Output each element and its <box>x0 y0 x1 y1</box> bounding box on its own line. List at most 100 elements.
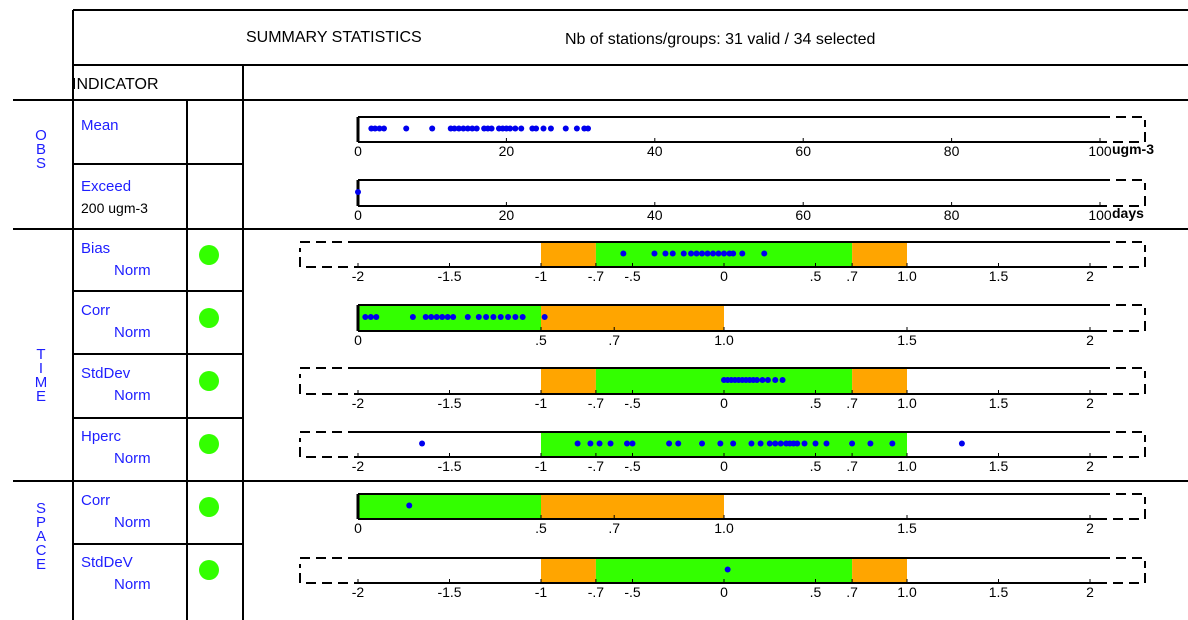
data-point <box>451 125 458 132</box>
chart-tick-label: 2 <box>1086 268 1094 284</box>
chart-tick-label: .7 <box>846 268 858 284</box>
zone-band-orange <box>541 368 596 394</box>
indicator-name: Corr <box>81 302 111 319</box>
data-point <box>512 125 519 132</box>
data-point <box>512 314 519 320</box>
data-point <box>419 440 426 447</box>
chart-tick-label: 0 <box>720 458 728 474</box>
chart-overflow-left <box>299 557 358 584</box>
indicator-chart: -2 -1.5 -1 -.7 -.5 0 .5 .7 1.0 1.5 2 <box>299 557 1146 600</box>
data-point <box>739 250 746 257</box>
chart-tick-label: -.5 <box>624 458 641 474</box>
data-point <box>666 440 673 447</box>
zone-band-orange <box>852 558 907 583</box>
chart-tick-label: .5 <box>810 268 822 284</box>
chart-tick-label: 100 <box>1088 143 1112 159</box>
zone-band-orange <box>541 242 596 267</box>
data-point <box>547 125 554 132</box>
data-point <box>587 440 594 447</box>
chart-tick-label: .5 <box>535 520 547 536</box>
chart-overflow-left <box>299 241 358 268</box>
status-indicator-icon <box>199 245 219 265</box>
indicator-name: StdDev <box>81 365 131 382</box>
data-point <box>460 125 467 132</box>
chart-tick-label: 40 <box>647 143 663 159</box>
data-point <box>867 440 874 447</box>
indicator-norm-label: Norm <box>114 387 151 404</box>
chart-tick-label: 80 <box>944 207 960 223</box>
data-point <box>730 250 737 257</box>
data-point <box>439 314 446 320</box>
data-point <box>450 314 457 320</box>
chart-tick-label: 1.5 <box>989 458 1009 474</box>
chart-tick-label: -1 <box>535 395 548 411</box>
data-point <box>464 314 471 320</box>
chart-overflow-right <box>1100 367 1146 395</box>
data-point <box>699 440 706 447</box>
chart-tick-label: 2 <box>1086 520 1094 536</box>
chart-tick-label: 2 <box>1086 332 1094 348</box>
data-point <box>475 314 482 320</box>
status-indicator-icon <box>199 371 219 391</box>
data-point <box>505 314 512 320</box>
chart-tick-label: 0 <box>354 143 362 159</box>
indicator-chart: -2 -1.5 -1 -.7 -.5 0 .5 .7 1.0 1.5 2 <box>299 241 1146 284</box>
indicator-norm-label: Norm <box>114 576 151 593</box>
chart-overflow-right <box>1100 116 1146 143</box>
indicator-norm-label: Norm <box>114 262 151 279</box>
data-point <box>772 440 779 447</box>
data-point <box>518 125 525 132</box>
data-point <box>540 125 547 132</box>
indicator-norm-label: Norm <box>114 450 151 467</box>
indicator-chart: -2 -1.5 -1 -.7 -.5 0 .5 .7 1.0 1.5 2 <box>299 431 1146 474</box>
chart-tick-label: 1.5 <box>989 268 1009 284</box>
chart-tick-label: .5 <box>810 395 822 411</box>
data-point <box>376 125 383 132</box>
chart-tick-label: 2 <box>1086 584 1094 600</box>
data-point <box>710 250 717 257</box>
data-point <box>662 250 669 257</box>
data-point <box>753 377 760 383</box>
data-point <box>699 250 706 257</box>
indicator-name: StdDeV <box>81 554 133 571</box>
data-point <box>573 125 580 132</box>
data-point <box>675 440 682 447</box>
data-point <box>497 314 504 320</box>
chart-tick-label: 1.5 <box>897 520 917 536</box>
data-point <box>355 189 361 195</box>
data-point <box>519 314 526 320</box>
chart-unit-label: ugm-3 <box>1112 141 1154 157</box>
indicator-chart: 0 .5 .7 1.0 1.5 2 <box>354 493 1146 536</box>
chart-tick-label: -2 <box>352 458 365 474</box>
data-point <box>777 440 784 447</box>
data-point <box>596 440 603 447</box>
status-indicator-icon <box>199 434 219 454</box>
indicator-threshold-label: 200 ugm-3 <box>81 200 148 216</box>
chart-tick-label: 20 <box>499 143 515 159</box>
data-point <box>823 440 830 447</box>
chart-tick-label: 1.5 <box>897 332 917 348</box>
data-point <box>562 125 569 132</box>
data-point <box>473 125 480 132</box>
data-point <box>766 440 773 447</box>
data-point <box>761 250 768 257</box>
data-point <box>779 377 786 383</box>
chart-tick-label: -.5 <box>624 268 641 284</box>
data-point <box>585 125 592 132</box>
data-point <box>422 314 429 320</box>
chart-tick-label: -2 <box>352 268 365 284</box>
chart-tick-label: -.7 <box>588 584 605 600</box>
data-point <box>721 250 727 257</box>
data-point <box>757 440 764 447</box>
status-indicator-icon <box>199 497 219 517</box>
data-point <box>469 125 476 132</box>
zone-band-orange <box>541 305 724 331</box>
data-point <box>704 250 711 257</box>
chart-tick-label: -1.5 <box>437 458 461 474</box>
data-point <box>764 377 771 383</box>
stations-count: Nb of stations/groups: 31 valid / 34 sel… <box>565 31 876 48</box>
